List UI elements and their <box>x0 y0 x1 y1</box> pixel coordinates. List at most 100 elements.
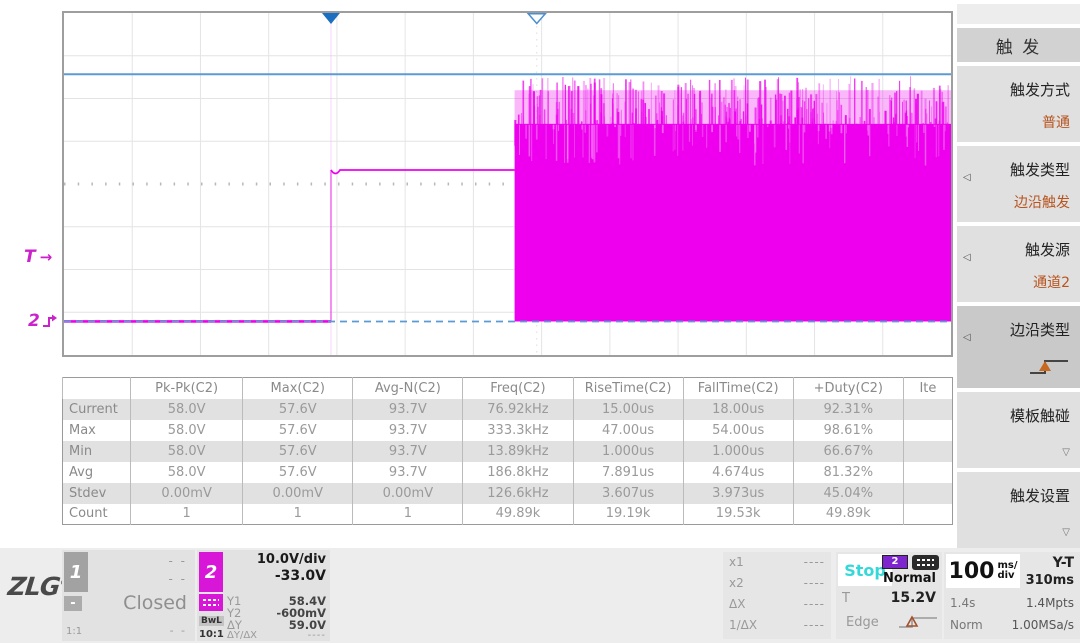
y1-cursor-label: Y1 <box>227 594 242 608</box>
measurement-cell: 54.00us <box>682 419 794 441</box>
column-header <box>61 377 131 399</box>
row-label: Current <box>69 401 118 417</box>
trigger-level-label: T <box>842 591 850 606</box>
measurement-row: Avg 58.0V 57.6V 93.7V 186.8kHz 7.891us 4.674us… <box>63 461 953 483</box>
row-label: Count <box>69 506 108 522</box>
measurement-cell <box>902 482 953 504</box>
measurement-cell <box>902 503 953 525</box>
column-header: Ite <box>902 377 953 399</box>
x1-value: ---- <box>803 555 825 569</box>
status-bar: ZLG® 1 - - - - - Closed 1:1 - - 2 10.0V/… <box>0 548 1080 643</box>
measurement-cell: 1.000us <box>572 440 684 462</box>
trigger-level-label: T <box>24 247 36 267</box>
column-header: RiseTime(C2) <box>572 377 684 399</box>
x-cursor-block[interactable]: x1 ---- x2 ---- ΔX ---- 1/ΔX ---- <box>723 552 831 639</box>
channel1-badge: 1 <box>64 552 88 592</box>
delta-y-value: 59.0V <box>288 618 326 632</box>
column-header: Max(C2) <box>242 377 353 399</box>
measurement-cell: 13.89kHz <box>462 440 574 462</box>
ch1-probe-ratio: 1:1 <box>66 626 83 637</box>
ch2-ground-marker[interactable]: 2 <box>28 311 58 331</box>
waveform-plot[interactable] <box>62 11 953 357</box>
y2-cursor-label: Y2 <box>227 606 242 620</box>
timebase-scale: 100 <box>948 558 995 584</box>
measurement-cell: 7.891us <box>572 461 684 483</box>
run-state: Stop <box>844 560 886 580</box>
measurement-cell: 58.0V <box>130 461 243 483</box>
row-label: Avg <box>69 464 94 480</box>
measurement-cell: 93.7V <box>352 440 463 462</box>
delta-y-label: ΔY <box>227 618 242 632</box>
trigger-status-block[interactable]: Stop 2 Normal T 15.2V Edge <box>836 552 942 639</box>
measurement-row: Count 1 1 1 49.89k 19.19k 19.53k 49.89k <box>63 503 953 525</box>
measurement-cell: 58.0V <box>130 440 243 462</box>
rising-edge-icon <box>1030 360 1068 374</box>
dx-label: ΔX <box>729 597 746 611</box>
sidebar-item-template-touch[interactable]: 模板触碰 ▽ <box>957 392 1080 468</box>
column-header: Pk-Pk(C2) <box>130 377 243 399</box>
measurement-cell: 66.67% <box>792 440 904 462</box>
measurement-row: Min 58.0V 57.6V 93.7V 13.89kHz 1.000us 1.000us… <box>62 440 953 462</box>
sample-rate: 1.00MSa/s <box>1011 618 1074 632</box>
item-label: 触发源 <box>1024 241 1070 259</box>
memory-depth: 1.4Mpts <box>1025 596 1074 610</box>
timebase-unit-top: ms/ <box>997 560 1018 571</box>
row-label: Max <box>69 422 96 438</box>
column-header: FallTime(C2) <box>682 377 794 399</box>
left-arrow-icon: ◁ <box>963 172 971 183</box>
item-value: 边沿触发 <box>1014 195 1070 211</box>
dy-dx-value: ---- <box>307 630 326 641</box>
ch1-minus-badge: - <box>64 596 82 611</box>
measurement-cell: 19.53k <box>682 503 794 525</box>
measurement-cell: 1 <box>242 503 353 525</box>
channel2-block[interactable]: 2 10.0V/div -33.0V Y1 58.4V Y2 -600mV Bw… <box>197 550 330 641</box>
ch2-probe-ratio: 10:1 <box>199 629 224 640</box>
trigger-type: Edge <box>846 615 879 630</box>
burst-waveform-body <box>514 123 951 322</box>
x2-value: ---- <box>803 576 825 590</box>
trigger-position-marker[interactable] <box>321 13 340 24</box>
trigger-mode: Normal <box>883 571 936 586</box>
column-header: Freq(C2) <box>462 377 574 399</box>
trigger-level-value: 15.2V <box>890 590 936 606</box>
item-label: 触发设置 <box>1009 487 1070 505</box>
sidebar-item-edge-type[interactable]: ◁ 边沿类型 <box>957 306 1080 388</box>
measurement-cell: 45.04% <box>792 482 904 504</box>
dx-value: ---- <box>803 597 825 611</box>
measurement-cell: 93.7V <box>352 398 463 420</box>
timebase-scale-box[interactable]: 100 ms/ div <box>946 554 1020 588</box>
measurement-cell: 3.973us <box>682 482 794 504</box>
measurement-cell: 58.0V <box>130 398 243 420</box>
trigger-level-marker[interactable]: T → <box>24 247 52 267</box>
column-header: +Duty(C2) <box>792 377 904 399</box>
inv-dx-label: 1/ΔX <box>729 618 758 632</box>
measurement-cell <box>902 419 953 441</box>
left-arrow-icon: ◁ <box>963 332 971 343</box>
measurement-cell: 126.6kHz <box>462 482 574 504</box>
measurement-table: Pk-Pk(C2) Max(C2) Avg-N(C2) Freq(C2) RiseTim… <box>61 377 953 525</box>
sidebar-item-trigger-type[interactable]: ◁ 触发类型 边沿触发 <box>957 146 1080 222</box>
ch1-scale: - - <box>168 554 187 568</box>
measurement-cell: 0.00mV <box>130 482 243 504</box>
sidebar-item-trigger-source[interactable]: ◁ 触发源 通道2 <box>957 226 1080 302</box>
sidebar-item-trigger-mode[interactable]: 触发方式 普通 <box>957 66 1080 142</box>
acquisition-mode: Norm <box>950 618 983 632</box>
inv-dx-value: ---- <box>803 618 825 632</box>
measurement-cell: 1 <box>352 503 463 525</box>
measurement-cell: 93.7V <box>352 419 463 441</box>
measurement-cell: 57.6V <box>242 398 353 420</box>
dropdown-arrow-icon: ▽ <box>1062 447 1070 458</box>
timebase-block[interactable]: 100 ms/ div Y-T 310ms 1.4s 1.4Mpts Norm … <box>944 552 1080 639</box>
dy-dx-label: ΔY/ΔX <box>227 630 258 641</box>
waveform-canvas <box>64 13 951 355</box>
ch1-offset: - - <box>168 572 187 586</box>
channel2-badge: 2 <box>199 552 223 592</box>
measurement-cell <box>902 398 953 420</box>
sidebar-item-trigger-settings[interactable]: 触发设置 ▽ <box>957 472 1080 548</box>
horizontal-reference-marker[interactable] <box>526 13 547 25</box>
item-label: 触发类型 <box>1009 161 1070 179</box>
capture-duration: 1.4s <box>950 596 976 610</box>
channel1-block[interactable]: 1 - - - - - Closed 1:1 - - <box>62 550 195 641</box>
measurement-row: Stdev 0.00mV 0.00mV 0.00mV 126.6kHz 3.607us 3.… <box>62 482 953 504</box>
x2-label: x2 <box>729 576 744 590</box>
